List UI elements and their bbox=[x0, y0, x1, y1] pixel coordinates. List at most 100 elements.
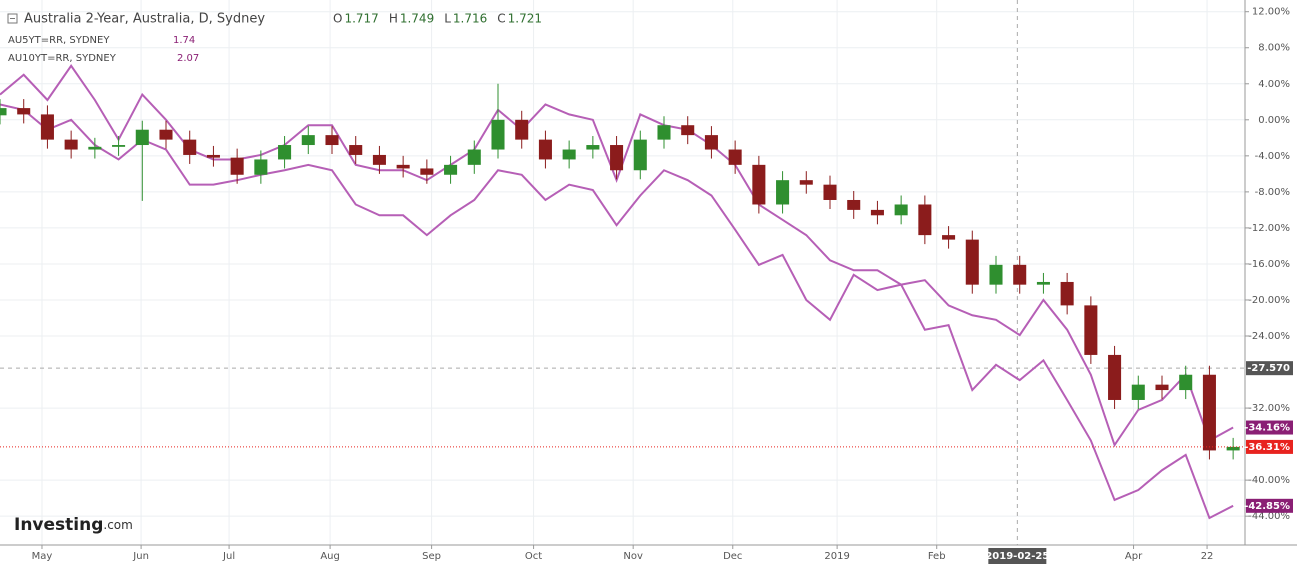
chart-title: Australia 2-Year, Australia, D, Sydney bbox=[24, 12, 265, 27]
y-tick-label: -12.00% bbox=[1248, 223, 1290, 234]
ohlc-key: L bbox=[444, 12, 451, 26]
candle-body bbox=[562, 149, 576, 160]
candle-body bbox=[349, 145, 363, 155]
candle-body bbox=[989, 264, 1003, 285]
crosshair-x-label: 2019-02-25 bbox=[985, 551, 1049, 562]
x-tick-label: 2019 bbox=[824, 551, 849, 562]
candle-body bbox=[278, 145, 292, 160]
x-tick-label: Jun bbox=[132, 551, 149, 562]
y-tick-label: 8.00% bbox=[1258, 43, 1290, 54]
y-tick-label: 4.00% bbox=[1258, 79, 1290, 90]
collapse-icon[interactable] bbox=[7, 13, 18, 24]
crosshair-y-label-bg bbox=[1246, 361, 1293, 376]
candle-body bbox=[1108, 354, 1122, 400]
candle-body bbox=[230, 157, 244, 175]
ohlc-key: H bbox=[389, 12, 398, 26]
candle-body bbox=[847, 199, 861, 210]
y-tick-label: 0.00% bbox=[1258, 115, 1290, 126]
candle-body bbox=[1179, 374, 1193, 391]
candle-body bbox=[776, 180, 790, 205]
logo-suffix: .com bbox=[103, 518, 132, 532]
candle-body bbox=[586, 145, 600, 150]
legend-value: 1.74 bbox=[173, 35, 195, 46]
candle-body bbox=[799, 180, 813, 185]
x-tick-label: Dec bbox=[723, 551, 742, 562]
y-tick-label: -8.00% bbox=[1255, 187, 1290, 198]
ohlc-key: O bbox=[333, 12, 342, 26]
x-tick-label: Feb bbox=[928, 551, 946, 562]
y-tick-label: -16.00% bbox=[1248, 259, 1290, 270]
x-tick-label: Aug bbox=[320, 551, 340, 562]
grid bbox=[0, 0, 1245, 545]
candle-body bbox=[420, 168, 434, 175]
series-last-label: -34.16% bbox=[1244, 423, 1290, 434]
current-price-label: -36.31% bbox=[1244, 442, 1290, 453]
ohlc-value: 1.749 bbox=[400, 12, 434, 26]
ohlc-key: C bbox=[497, 12, 505, 26]
candle-body bbox=[657, 125, 671, 140]
candle-body bbox=[206, 154, 220, 158]
y-tick-label: -40.00% bbox=[1248, 475, 1290, 486]
x-tick-label: Nov bbox=[623, 551, 643, 562]
candle-body bbox=[1013, 264, 1027, 285]
candle-body bbox=[396, 164, 410, 169]
candle-body bbox=[64, 139, 78, 150]
candle-body bbox=[372, 154, 386, 165]
candle-body bbox=[728, 149, 742, 165]
candle-body bbox=[870, 209, 884, 216]
ohlc-value: 1.717 bbox=[344, 12, 378, 26]
candle-body bbox=[467, 149, 481, 165]
x-tick-label: Apr bbox=[1125, 551, 1143, 562]
candle-body bbox=[1155, 384, 1169, 391]
candle-body bbox=[1036, 281, 1050, 285]
ohlc-value: 1.716 bbox=[453, 12, 487, 26]
logo-text: Investing.com bbox=[14, 515, 133, 535]
candle-body bbox=[918, 204, 932, 236]
candle-body bbox=[0, 108, 7, 116]
candle-body bbox=[112, 145, 126, 147]
candle-body bbox=[1202, 374, 1216, 451]
current-price-label-bg bbox=[1246, 439, 1293, 454]
candle-body bbox=[325, 135, 339, 146]
x-tick-label: Oct bbox=[525, 551, 542, 562]
candle-body bbox=[965, 239, 979, 285]
candle-body bbox=[1226, 446, 1240, 451]
candle-body bbox=[254, 159, 268, 175]
y-tick-label: -44.00% bbox=[1248, 511, 1290, 522]
candle-body bbox=[610, 145, 624, 171]
y-tick-label: -20.00% bbox=[1248, 295, 1290, 306]
candle-body bbox=[681, 125, 695, 136]
candle-body bbox=[894, 204, 908, 216]
candle-body bbox=[515, 119, 529, 140]
candle-body bbox=[40, 114, 54, 140]
y-tick-label: -24.00% bbox=[1248, 331, 1290, 342]
logo: Investing.com bbox=[14, 515, 133, 535]
x-tick-label: Jul bbox=[222, 551, 235, 562]
candle-body bbox=[752, 164, 766, 205]
candle-body bbox=[444, 164, 458, 175]
crosshair-x-label-bg bbox=[988, 548, 1047, 564]
x-tick-label: May bbox=[32, 551, 53, 562]
series-line bbox=[0, 103, 1234, 520]
candle-body bbox=[823, 184, 837, 200]
candle-body bbox=[1131, 384, 1145, 400]
axes: 12.00% 8.00% 4.00% 0.00% -4.00% -8.00% -12.00%… bbox=[32, 7, 1293, 564]
legend-name: AU10YT=RR, SYDNEY bbox=[8, 53, 117, 64]
candle-body bbox=[942, 235, 956, 240]
y-tick-label: 12.00% bbox=[1252, 7, 1290, 18]
candle-body bbox=[17, 108, 31, 115]
candle-body bbox=[159, 129, 173, 140]
series-last-label-bg bbox=[1246, 420, 1293, 435]
candle-body bbox=[704, 135, 718, 150]
plot bbox=[0, 0, 1245, 545]
candle-body bbox=[1060, 281, 1074, 306]
legend-name: AU5YT=RR, SYDNEY bbox=[8, 35, 110, 46]
candle-body bbox=[301, 135, 315, 146]
candle-body bbox=[633, 139, 647, 171]
x-tick-label: Sep bbox=[422, 551, 441, 562]
x-tick-label: 22 bbox=[1201, 551, 1214, 562]
candle-body bbox=[538, 139, 552, 160]
